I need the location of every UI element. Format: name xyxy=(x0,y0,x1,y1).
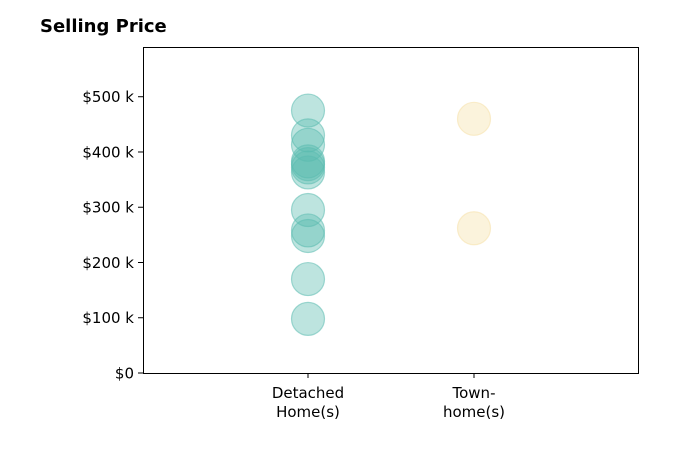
data-point-0-5 xyxy=(290,150,326,185)
data-point-1-1 xyxy=(456,211,492,246)
y-tick-label-3: $300 k xyxy=(82,199,134,217)
y-tick-label-2: $200 k xyxy=(82,254,134,272)
y-tick-label-0: $0 xyxy=(115,365,134,383)
data-point-0-0 xyxy=(290,93,326,128)
y-tick-label-4: $400 k xyxy=(82,143,134,161)
data-point-0-11 xyxy=(290,301,326,336)
data-point-1-0 xyxy=(456,101,492,136)
data-points-layer xyxy=(290,93,492,336)
data-point-0-7 xyxy=(290,192,326,228)
data-point-0-10 xyxy=(290,261,326,297)
data-point-0-1 xyxy=(290,118,326,153)
plot-area-frame xyxy=(143,47,639,374)
data-point-0-9 xyxy=(290,218,326,254)
y-tick-label-5: $500 k xyxy=(82,88,134,106)
x-tick-label-0-line-1: Home(s) xyxy=(276,403,340,421)
x-tick-label-1-line-0: Town- xyxy=(452,384,496,402)
x-tick-label-0-line-0: Detached xyxy=(272,384,344,402)
data-point-0-6 xyxy=(290,155,326,190)
x-tick-label-1-line-1: home(s) xyxy=(443,403,505,421)
y-axis: $0 $100 k $200 k $300 k $400 k $500 k xyxy=(82,88,143,383)
chart-title: Selling Price xyxy=(40,16,167,37)
y-tick-label-1: $100 k xyxy=(82,309,134,327)
